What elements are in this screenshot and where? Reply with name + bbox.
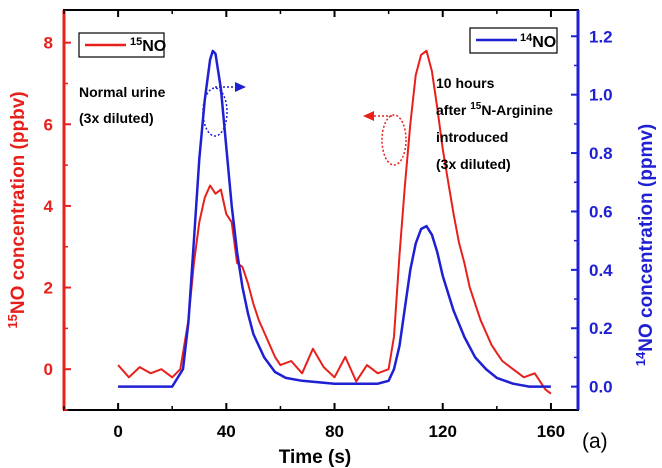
y-right-tick-label: 0.4 <box>589 261 613 280</box>
ticks-layer: 0 40 80 120 160 0 2 4 6 8 0.0 0.2 0.4 0.6 0.8 1.0 1.2 <box>44 10 613 441</box>
legend-15no: 15NO <box>78 32 166 58</box>
legend-14no: 14NO <box>469 27 558 54</box>
y-axis-title-left-sup: 15 <box>5 314 20 328</box>
red-callout-arrowhead <box>363 111 374 121</box>
annotation-arginine-line1: 10 hours <box>436 75 495 91</box>
legend-14no-label: 14NO <box>520 32 556 51</box>
series-line-14no <box>118 49 551 388</box>
x-axis-title: Time (s) <box>279 447 352 468</box>
y-axis-title-right-sup: 14 <box>633 351 648 366</box>
x-tick-label: 0 <box>113 422 122 441</box>
annotation-arginine-line2: after 15N-Arginine <box>436 101 553 118</box>
y-right-tick-label: 0.2 <box>589 319 613 338</box>
legend-15no-label: 15NO <box>130 36 166 55</box>
panel-label: (a) <box>582 430 608 453</box>
annotation-arginine-line4: (3x diluted) <box>436 156 511 172</box>
y-left-tick-label: 8 <box>44 34 53 53</box>
plot-frame <box>63 9 579 411</box>
annotation-normal-urine-line1: Normal urine <box>79 84 166 100</box>
y-axis-title-right-main: NO concentration (ppmv) <box>636 124 657 352</box>
red-axis-callout <box>363 111 407 166</box>
y-left-tick-label: 4 <box>44 197 54 216</box>
y-right-tick-label: 0.8 <box>589 144 613 163</box>
legend-15no-main: NO <box>142 38 166 55</box>
annotation-arginine-line2-sup: 15 <box>470 101 482 112</box>
annotation-normal-urine-line2: (3x diluted) <box>79 110 154 126</box>
x-tick-label: 160 <box>537 422 565 441</box>
blue-callout-arrowhead <box>235 82 246 92</box>
annotation-arginine-line3: introduced <box>436 129 508 145</box>
y-axis-title-left: 15NO concentration (ppbv) <box>5 91 29 328</box>
annotation-arginine-line2-post: N-Arginine <box>481 102 553 118</box>
x-tick-label: 80 <box>325 422 344 441</box>
y-right-tick-label: 0.0 <box>589 378 613 397</box>
series-line-15no <box>117 49 552 395</box>
y-right-tick-label: 1.2 <box>589 27 613 46</box>
series-layer <box>117 49 552 395</box>
legend-15no-sup: 15 <box>130 36 142 48</box>
y-left-tick-label: 0 <box>44 360 53 379</box>
y-left-tick-label: 6 <box>44 115 53 134</box>
x-tick-label: 40 <box>217 422 236 441</box>
y-axis-title-left-main: NO concentration (ppbv) <box>8 91 29 314</box>
legend-14no-main: NO <box>532 34 556 51</box>
annotation-arginine-line2-pre: after <box>436 102 470 118</box>
y-left-tick-label: 2 <box>44 279 53 298</box>
legend-14no-sup: 14 <box>520 32 533 44</box>
blue-callout-ellipse <box>202 87 228 137</box>
y-right-tick-label: 0.6 <box>589 202 613 221</box>
red-callout-ellipse <box>381 114 407 166</box>
x-tick-label: 120 <box>429 422 457 441</box>
y-right-tick-label: 1.0 <box>589 86 613 105</box>
blue-axis-callout <box>202 82 246 137</box>
y-axis-title-right: 14NO concentration (ppmv) <box>633 124 657 366</box>
